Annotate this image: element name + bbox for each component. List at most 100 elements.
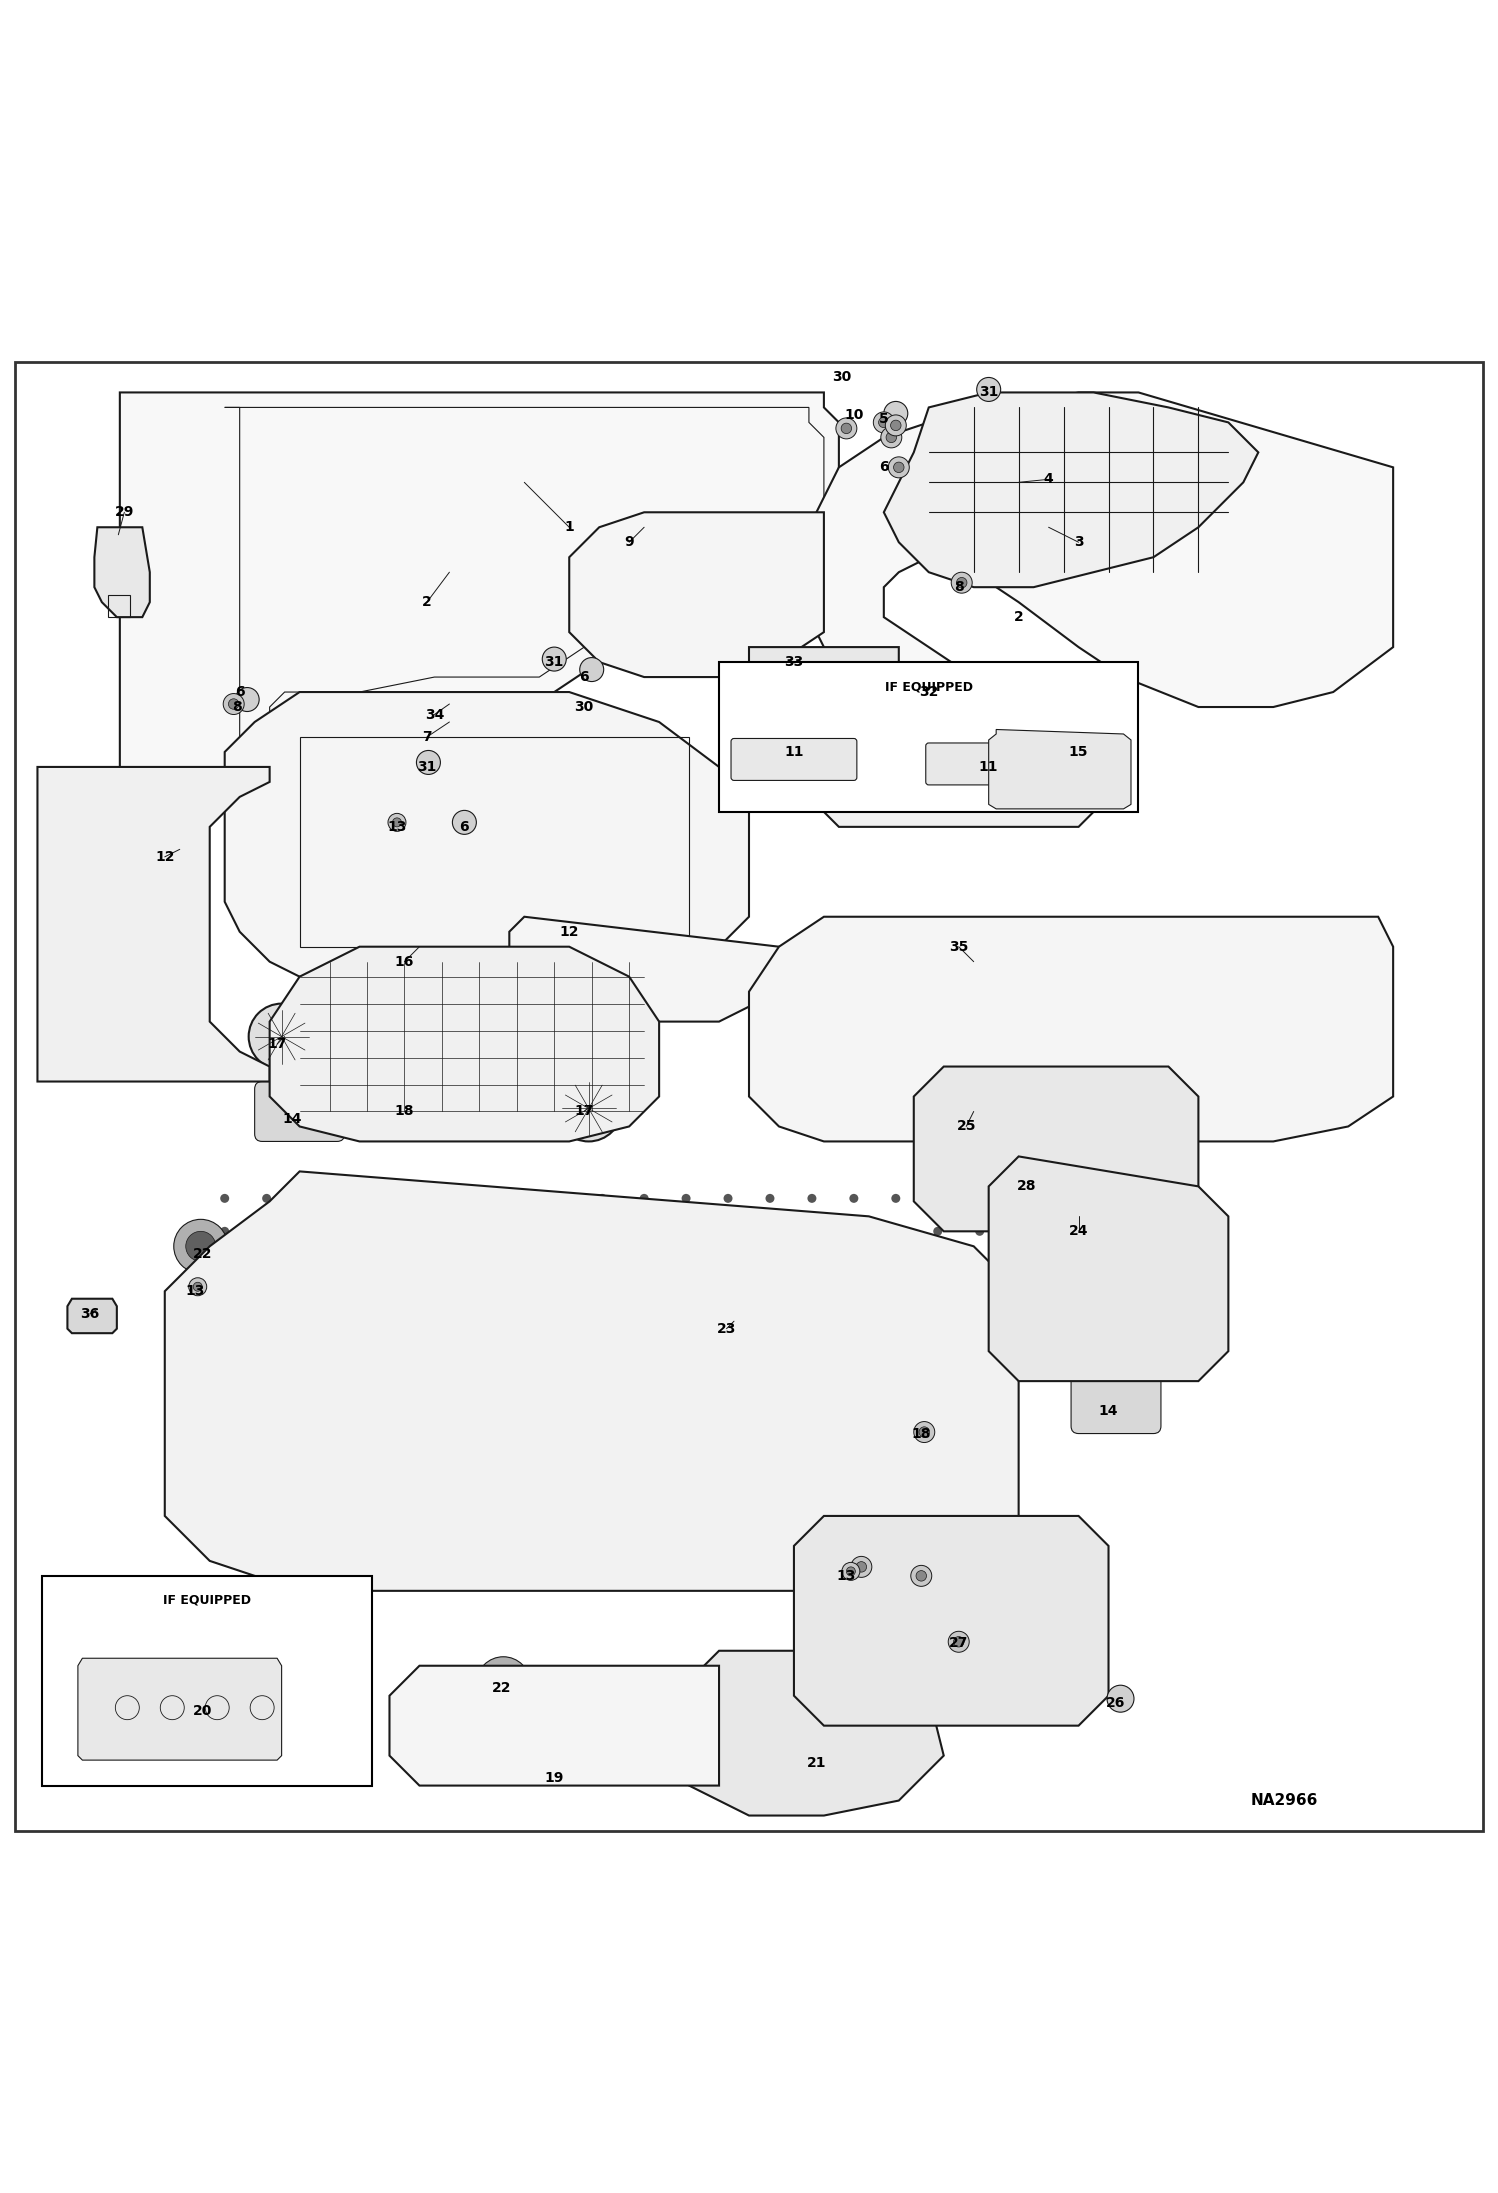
Circle shape xyxy=(304,1425,313,1434)
Circle shape xyxy=(472,1327,481,1336)
Circle shape xyxy=(346,1327,355,1336)
Text: 35: 35 xyxy=(950,939,968,954)
Circle shape xyxy=(223,693,244,715)
Circle shape xyxy=(514,1491,523,1500)
Circle shape xyxy=(388,814,406,831)
Circle shape xyxy=(430,1226,439,1237)
Text: 22: 22 xyxy=(192,1248,213,1261)
Circle shape xyxy=(514,1193,523,1202)
Circle shape xyxy=(933,1393,942,1401)
Circle shape xyxy=(556,1292,565,1303)
Circle shape xyxy=(556,1458,565,1467)
Circle shape xyxy=(953,1636,965,1647)
Circle shape xyxy=(472,1360,481,1368)
Circle shape xyxy=(851,1557,872,1577)
Circle shape xyxy=(765,1360,774,1368)
Circle shape xyxy=(640,1491,649,1500)
Circle shape xyxy=(765,1292,774,1303)
Circle shape xyxy=(849,1524,858,1533)
Circle shape xyxy=(807,1425,816,1434)
Circle shape xyxy=(388,1226,397,1237)
Circle shape xyxy=(556,1425,565,1434)
Bar xyxy=(941,1605,974,1647)
Circle shape xyxy=(472,1226,481,1237)
Circle shape xyxy=(840,423,851,434)
FancyBboxPatch shape xyxy=(926,743,1052,785)
Text: 6: 6 xyxy=(235,684,244,700)
Circle shape xyxy=(891,1524,900,1533)
Circle shape xyxy=(472,1491,481,1500)
Circle shape xyxy=(346,1292,355,1303)
Circle shape xyxy=(556,1259,565,1270)
Polygon shape xyxy=(809,678,1109,827)
Circle shape xyxy=(682,1393,691,1401)
Circle shape xyxy=(682,1458,691,1467)
Circle shape xyxy=(472,1259,481,1270)
Circle shape xyxy=(975,1393,984,1401)
Circle shape xyxy=(262,1292,271,1303)
Circle shape xyxy=(724,1327,733,1336)
Circle shape xyxy=(891,1425,900,1434)
Polygon shape xyxy=(165,1171,1019,1590)
Circle shape xyxy=(884,401,908,425)
Circle shape xyxy=(304,1327,313,1336)
Circle shape xyxy=(933,1226,942,1237)
Circle shape xyxy=(948,1632,969,1651)
Circle shape xyxy=(933,1524,942,1533)
Text: 33: 33 xyxy=(785,656,803,669)
Circle shape xyxy=(765,1193,774,1202)
Polygon shape xyxy=(749,917,1393,1140)
Circle shape xyxy=(849,1327,858,1336)
Circle shape xyxy=(262,1226,271,1237)
Circle shape xyxy=(598,1524,607,1533)
Circle shape xyxy=(724,1292,733,1303)
Circle shape xyxy=(846,1566,855,1577)
Circle shape xyxy=(346,1360,355,1368)
Circle shape xyxy=(452,811,476,833)
Circle shape xyxy=(890,421,902,430)
Circle shape xyxy=(472,1458,481,1467)
Text: IF EQUIPPED: IF EQUIPPED xyxy=(885,680,972,693)
Polygon shape xyxy=(794,1515,1109,1726)
Polygon shape xyxy=(120,393,839,811)
Text: 8: 8 xyxy=(232,700,241,715)
Circle shape xyxy=(849,1360,858,1368)
Text: 32: 32 xyxy=(920,684,938,700)
Circle shape xyxy=(933,1491,942,1500)
Circle shape xyxy=(514,1360,523,1368)
Circle shape xyxy=(765,1458,774,1467)
Text: 23: 23 xyxy=(718,1322,736,1336)
Text: 28: 28 xyxy=(1016,1180,1037,1193)
Circle shape xyxy=(891,1226,900,1237)
Circle shape xyxy=(849,1557,858,1566)
Circle shape xyxy=(388,1259,397,1270)
Text: 15: 15 xyxy=(1068,746,1089,759)
Circle shape xyxy=(640,1193,649,1202)
Circle shape xyxy=(807,1524,816,1533)
Circle shape xyxy=(807,1491,816,1500)
Circle shape xyxy=(262,1259,271,1270)
Bar xyxy=(42,1577,372,1785)
Circle shape xyxy=(556,1193,565,1202)
Circle shape xyxy=(262,1393,271,1401)
Circle shape xyxy=(933,1259,942,1270)
Text: 13: 13 xyxy=(837,1568,855,1583)
Circle shape xyxy=(472,1193,481,1202)
Circle shape xyxy=(430,1193,439,1202)
Circle shape xyxy=(807,1557,816,1566)
Text: 29: 29 xyxy=(115,504,133,520)
Text: NA2966: NA2966 xyxy=(1251,1794,1318,1807)
Polygon shape xyxy=(60,1643,300,1770)
Circle shape xyxy=(472,1557,481,1566)
Circle shape xyxy=(975,1458,984,1467)
Circle shape xyxy=(640,1425,649,1434)
Circle shape xyxy=(472,1292,481,1303)
Circle shape xyxy=(911,1566,932,1586)
Circle shape xyxy=(724,1491,733,1500)
Circle shape xyxy=(891,1292,900,1303)
Text: 20: 20 xyxy=(193,1704,211,1717)
Text: 21: 21 xyxy=(806,1757,827,1770)
FancyBboxPatch shape xyxy=(731,739,857,781)
Polygon shape xyxy=(94,526,150,616)
Text: IF EQUIPPED: IF EQUIPPED xyxy=(163,1594,250,1607)
